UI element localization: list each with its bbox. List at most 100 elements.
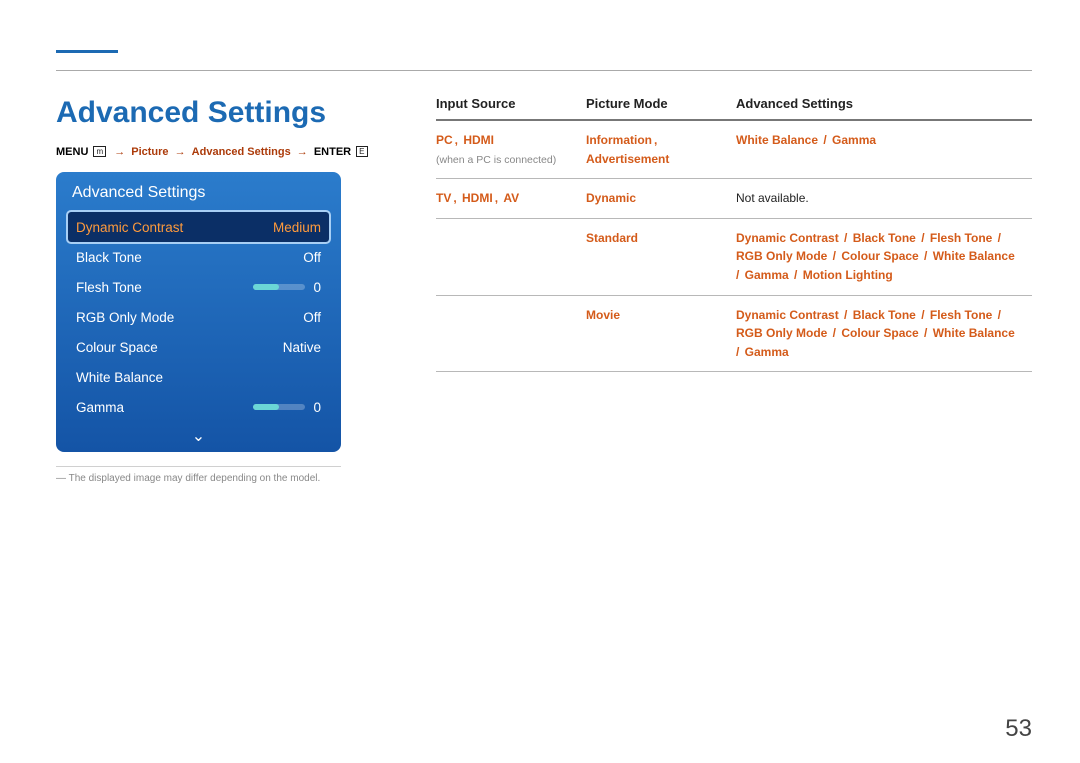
term: Gamma (745, 268, 789, 282)
term: Black Tone (853, 231, 916, 245)
panel-row-value: Medium (273, 220, 321, 235)
table-cell: Information, Advertisement (586, 120, 736, 179)
cell-content: Movie (586, 306, 722, 325)
term: TV (436, 191, 451, 205)
separator: / (919, 249, 933, 263)
chevron-down-icon: ⌄ (192, 428, 205, 445)
panel-row-value-wrap: Off (303, 310, 321, 325)
term: White Balance (933, 249, 1015, 263)
cell-content: Information, Advertisement (586, 131, 722, 168)
term: Colour Space (841, 326, 918, 340)
cell-content: Standard (586, 229, 722, 248)
separator: , (453, 133, 464, 147)
breadcrumb-arrow-1: → (111, 146, 128, 158)
header-accent-bar (56, 50, 118, 53)
panel-row-flesh-tone[interactable]: Flesh Tone 0 (68, 272, 329, 302)
cell-content: TV, HDMI, AV (436, 189, 572, 208)
panel-row-label: Gamma (76, 400, 124, 415)
separator: / (827, 249, 841, 263)
panel-row-value-wrap: 0 (253, 280, 321, 295)
panel-title: Advanced Settings (68, 184, 329, 202)
breadcrumb: MENU m → Picture → Advanced Settings → E… (56, 146, 406, 158)
separator: / (789, 268, 803, 282)
table-cell: White Balance / Gamma (736, 120, 1032, 179)
term: Dynamic Contrast (736, 231, 839, 245)
panel-footnote: The displayed image may differ depending… (56, 473, 341, 484)
panel-row-value-wrap: Medium (273, 220, 321, 235)
page-title: Advanced Settings (56, 96, 406, 130)
panel-row-value-wrap: Off (303, 250, 321, 265)
panel-scroll-down-indicator[interactable]: ⌄ (68, 422, 329, 448)
table-cell: Movie (586, 295, 736, 372)
cell-content: Dynamic (586, 189, 722, 208)
slider-track[interactable] (253, 284, 305, 290)
term: Motion Lighting (803, 268, 893, 282)
page-number: 53 (1005, 715, 1032, 743)
table-cell: Standard (586, 218, 736, 295)
separator: / (818, 133, 832, 147)
term: White Balance (933, 326, 1015, 340)
table-row: TV, HDMI, AV Dynamic Not available. (436, 179, 1032, 219)
slider-track[interactable] (253, 404, 305, 410)
table-header-advanced-settings: Advanced Settings (736, 96, 1032, 120)
term: Movie (586, 308, 620, 322)
table-cell: Dynamic Contrast / Black Tone / Flesh To… (736, 295, 1032, 372)
separator: / (992, 231, 1003, 245)
panel-row-value: 0 (313, 280, 321, 295)
term: Dynamic (586, 191, 636, 205)
table-cell: Dynamic (586, 179, 736, 219)
panel-row-label: White Balance (76, 370, 163, 385)
menu-glyph-icon: m (93, 146, 106, 157)
term: AV (503, 191, 519, 205)
panel-row-rgb-only-mode[interactable]: RGB Only Mode Off (68, 302, 329, 332)
term: Gamma (745, 345, 789, 359)
separator: , (493, 191, 504, 205)
panel-row-black-tone[interactable]: Black Tone Off (68, 242, 329, 272)
cell-content: Dynamic Contrast / Black Tone / Flesh To… (736, 229, 1018, 285)
breadcrumb-arrow-3: → (294, 146, 311, 158)
panel-row-value: 0 (313, 400, 321, 415)
breadcrumb-arrow-2: → (172, 146, 189, 158)
term: Black Tone (853, 308, 916, 322)
panel-row-label: Colour Space (76, 340, 158, 355)
panel-row-value-wrap: 0 (253, 400, 321, 415)
breadcrumb-menu-label: MENU (56, 146, 88, 158)
separator: / (992, 308, 1003, 322)
term: White Balance (736, 133, 818, 147)
cell-content: PC, HDMI (when a PC is connected) (436, 131, 572, 168)
panel-row-value: Native (283, 340, 321, 355)
term: HDMI (463, 133, 494, 147)
panel-row-gamma[interactable]: Gamma 0 (68, 392, 329, 422)
term: RGB Only Mode (736, 249, 827, 263)
panel-row-label: Black Tone (76, 250, 142, 265)
panel-row-label: RGB Only Mode (76, 310, 174, 325)
table-cell: TV, HDMI, AV (436, 179, 586, 219)
panel-row-white-balance[interactable]: White Balance (68, 362, 329, 392)
term: PC (436, 133, 453, 147)
term: HDMI (462, 191, 493, 205)
separator: , (451, 191, 462, 205)
term: Information (586, 133, 652, 147)
term: Dynamic Contrast (736, 308, 839, 322)
term: Flesh Tone (930, 231, 992, 245)
separator: , (652, 133, 659, 147)
panel-footer-rule (56, 466, 341, 467)
term: RGB Only Mode (736, 326, 827, 340)
panel-row-value: Off (303, 310, 321, 325)
parenthetical: (when a PC is connected) (436, 152, 572, 168)
table-row: Standard Dynamic Contrast / Black Tone / … (436, 218, 1032, 295)
panel-row-label: Flesh Tone (76, 280, 142, 295)
table-cell: PC, HDMI (when a PC is connected) (436, 120, 586, 179)
separator: / (827, 326, 841, 340)
panel-row-value: Off (303, 250, 321, 265)
table-cell: Not available. (736, 179, 1032, 219)
table-header-picture-mode: Picture Mode (586, 96, 736, 120)
panel-row-value-wrap: Native (283, 340, 321, 355)
table-row: PC, HDMI (when a PC is connected) Informat… (436, 120, 1032, 179)
cell-content: White Balance / Gamma (736, 131, 1018, 150)
breadcrumb-picture: Picture (131, 146, 168, 158)
panel-row-dynamic-contrast[interactable]: Dynamic ContrastMedium (68, 212, 329, 242)
table-cell (436, 295, 586, 372)
panel-row-colour-space[interactable]: Colour Space Native (68, 332, 329, 362)
term: Advertisement (586, 152, 669, 166)
